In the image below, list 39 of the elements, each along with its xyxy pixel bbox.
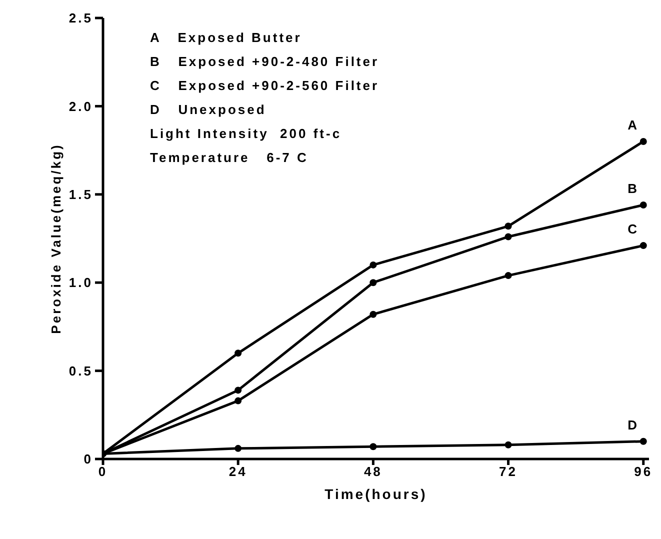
point	[370, 310, 377, 318]
series-label: C	[628, 222, 640, 237]
y-tick-label: 2.5	[68, 10, 93, 26]
y-axis-title: Peroxide Value(meq/kg)	[48, 143, 64, 334]
x-tick-label: 96	[634, 464, 653, 480]
y-tick-label: 0	[84, 452, 93, 467]
y-tick-label: 1.5	[68, 187, 93, 202]
point	[504, 222, 512, 230]
x-tick-label: 0	[98, 464, 108, 480]
annotation: Temperature 6-7 C	[150, 149, 310, 167]
point	[234, 386, 242, 394]
annotation: C Exposed +90-2-560 Filter	[150, 77, 380, 95]
point	[370, 261, 377, 268]
point	[504, 272, 512, 280]
x-tick-label: 72	[499, 464, 518, 480]
y-tick-label: 1.0	[68, 275, 93, 290]
annotation: D Unexposed	[150, 101, 268, 119]
point	[504, 233, 512, 240]
series-label: A	[628, 117, 640, 132]
point	[370, 443, 377, 450]
point	[234, 397, 242, 404]
y-tick-label: 2.0	[68, 98, 93, 114]
point	[640, 438, 647, 445]
point	[640, 242, 647, 250]
y-tick-label: 0.5	[68, 363, 93, 378]
series-label: B	[628, 180, 640, 196]
point	[234, 350, 242, 357]
point	[370, 279, 377, 286]
point	[504, 441, 512, 448]
point	[234, 444, 242, 452]
annotation: B Exposed +90-2-480 Filter	[150, 53, 380, 71]
x-axis-title: Time(hours)	[324, 486, 428, 502]
annotation: A Exposed Butter	[150, 29, 303, 47]
x-tick-label: 24	[228, 464, 248, 480]
x-tick-label: 48	[364, 464, 382, 480]
point	[640, 201, 647, 208]
point	[640, 138, 647, 145]
annotation: Light Intensity 200 ft-c	[150, 125, 343, 143]
series-label: D	[628, 417, 640, 432]
